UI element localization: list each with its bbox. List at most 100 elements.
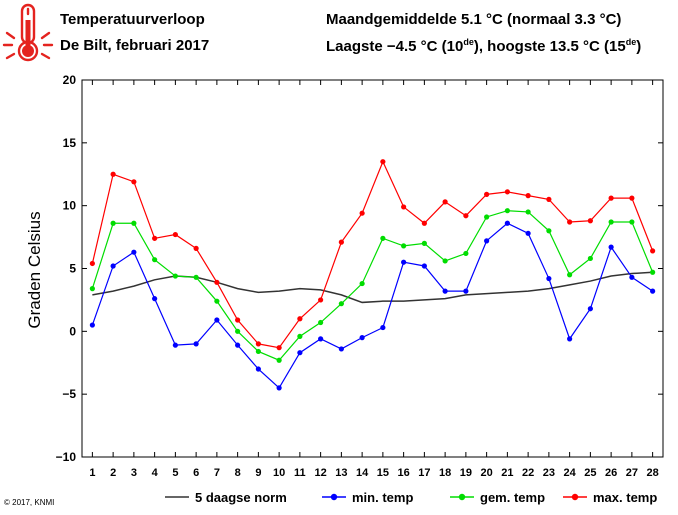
data-point-gem-temp	[255, 348, 261, 355]
x-tick-label: 16	[398, 467, 410, 479]
data-point-min-temp	[525, 230, 531, 236]
x-tick-label: 5	[172, 467, 178, 479]
y-tick-label: 0	[69, 324, 76, 338]
data-point-gem-temp	[380, 235, 386, 241]
y-tick-label: 15	[63, 136, 77, 150]
data-point-min-temp	[380, 324, 386, 331]
data-point-max-temp	[131, 179, 137, 185]
x-tick-label: 1	[89, 467, 95, 479]
data-point-max-temp	[380, 159, 386, 165]
data-point-gem-temp	[214, 298, 220, 304]
x-tick-label: 13	[335, 467, 347, 479]
x-tick-label: 3	[131, 467, 137, 479]
data-point-max-temp	[359, 210, 365, 216]
highest-day-suffix: de	[625, 37, 637, 47]
data-point-min-temp	[89, 322, 95, 328]
data-point-gem-temp	[297, 333, 303, 339]
data-point-gem-temp	[110, 220, 116, 226]
x-tick-label: 22	[522, 467, 534, 479]
data-point-min-temp	[359, 335, 365, 341]
data-point-max-temp	[525, 193, 531, 199]
data-point-max-temp	[484, 191, 490, 197]
data-point-gem-temp	[504, 208, 510, 214]
data-point-min-temp	[172, 342, 178, 348]
x-tick-label: 7	[214, 467, 220, 479]
data-point-min-temp	[421, 263, 427, 269]
data-point-min-temp	[255, 366, 261, 372]
x-tick-label: 18	[439, 467, 451, 479]
legend-marker-min-temp	[330, 493, 338, 501]
x-tick-label: 26	[605, 467, 617, 479]
y-tick-label: −10	[56, 450, 77, 464]
data-point-gem-temp	[608, 219, 614, 225]
x-tick-label: 14	[356, 467, 369, 479]
data-point-gem-temp	[587, 255, 593, 262]
data-point-max-temp	[401, 204, 407, 210]
data-point-max-temp	[338, 239, 344, 245]
y-tick-label: 20	[63, 73, 77, 87]
series-layer	[89, 159, 656, 391]
y-tick-label: −5	[62, 387, 76, 401]
data-point-max-temp	[255, 341, 261, 347]
thermometer-icon	[2, 3, 54, 62]
data-point-max-temp	[193, 245, 199, 251]
data-point-gem-temp	[172, 273, 178, 279]
highest-text: ), hoogste 13.5 °C (15	[473, 38, 626, 55]
data-point-gem-temp	[89, 286, 95, 292]
data-point-max-temp	[546, 196, 552, 202]
x-tick-label: 20	[481, 467, 493, 479]
data-point-max-temp	[567, 219, 573, 225]
data-point-min-temp	[152, 296, 158, 302]
data-point-min-temp	[338, 346, 344, 352]
data-point-gem-temp	[131, 220, 137, 226]
x-tick-label: 17	[418, 467, 430, 479]
data-point-gem-temp	[276, 357, 282, 363]
lowest-day-suffix: de	[463, 37, 474, 47]
x-tick-label: 6	[193, 467, 199, 479]
data-point-max-temp	[463, 213, 469, 219]
plot-area	[81, 79, 664, 458]
data-point-min-temp	[131, 249, 137, 255]
data-point-min-temp	[401, 259, 407, 265]
x-tick-label: 21	[501, 467, 513, 479]
data-point-gem-temp	[463, 250, 469, 257]
x-tick-label: 9	[255, 467, 261, 479]
data-point-gem-temp	[318, 319, 324, 326]
data-point-gem-temp	[193, 274, 199, 280]
data-point-gem-temp	[546, 228, 552, 234]
series-line-gem-temp	[91, 210, 654, 361]
legend-label-min-temp: min. temp	[352, 490, 413, 505]
data-point-max-temp	[152, 235, 158, 241]
data-point-max-temp	[89, 260, 95, 267]
data-point-max-temp	[214, 279, 220, 285]
data-point-max-temp	[442, 199, 448, 205]
copyright-text: © 2017, KNMI	[4, 498, 55, 507]
data-point-max-temp	[110, 171, 116, 177]
data-point-gem-temp	[442, 258, 448, 264]
data-point-gem-temp	[567, 272, 573, 278]
data-point-max-temp	[297, 316, 303, 322]
x-tick-label: 23	[543, 467, 555, 479]
x-tick-label: 12	[315, 467, 327, 479]
data-point-gem-temp	[421, 240, 427, 246]
data-point-max-temp	[629, 195, 635, 201]
plot-border	[81, 79, 664, 458]
x-tick-label: 28	[647, 467, 659, 479]
data-point-gem-temp	[525, 209, 531, 215]
data-point-min-temp	[297, 350, 303, 356]
data-point-min-temp	[214, 317, 220, 323]
data-point-max-temp	[504, 189, 510, 195]
data-point-max-temp	[172, 231, 178, 238]
data-point-gem-temp	[650, 269, 656, 275]
data-point-max-temp	[235, 317, 241, 323]
data-point-min-temp	[650, 288, 656, 294]
data-point-min-temp	[546, 275, 552, 282]
data-point-min-temp	[110, 263, 116, 269]
data-point-min-temp	[235, 342, 241, 348]
extremes-close: )	[636, 38, 642, 55]
data-point-min-temp	[567, 336, 573, 342]
x-tick-label: 2	[110, 467, 116, 479]
x-tick-label: 10	[273, 467, 285, 479]
